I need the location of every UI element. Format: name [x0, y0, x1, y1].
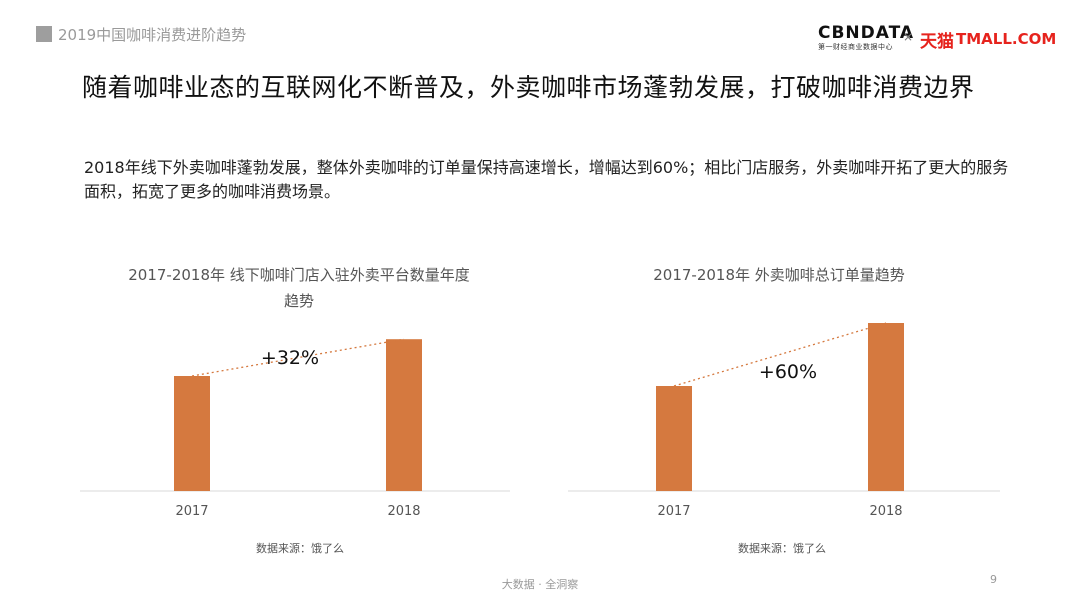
chart-1-tick-2018: 2018	[387, 504, 420, 519]
chart-2-bar-2017	[656, 386, 692, 491]
chart-1-growth-label: +32%	[261, 347, 319, 369]
chart-2-title: 2017-2018年 外卖咖啡总订单量趋势	[653, 266, 905, 284]
logo-separator: ×	[903, 30, 914, 44]
chart-2-tick-2018: 2018	[869, 504, 902, 519]
chart-2-tick-2017: 2017	[657, 504, 690, 519]
chart-1-bar-2017	[174, 376, 210, 491]
page-number: 9	[990, 573, 997, 586]
header-square-icon	[36, 26, 52, 42]
tmall-logo: 天猫 TMALL.COM	[920, 24, 1056, 54]
chart-1-trend-line	[191, 338, 405, 377]
summary-paragraph: 2018年线下外卖咖啡蓬勃发展，整体外卖咖啡的订单量保持高速增长，增幅达到60%…	[84, 158, 1009, 201]
chart-1-title: 2017-2018年 线下咖啡门店入驻外卖平台数量年度趋势	[128, 266, 470, 310]
chart-2-growth-label: +60%	[759, 361, 817, 383]
slide-headline: 随着咖啡业态的互联网化不断普及，外卖咖啡市场蓬勃发展，打破咖啡消费边界	[82, 73, 975, 102]
chart-2-source: 数据来源：饿了么	[738, 542, 826, 555]
tmall-logo-en: TMALL.COM	[956, 30, 1057, 48]
cbndata-logo-subtext: 第一财经商业数据中心	[818, 43, 893, 51]
chart-1-source: 数据来源：饿了么	[256, 542, 344, 555]
chart-1-tick-2017: 2017	[175, 504, 208, 519]
chart-2-bar-2018	[868, 323, 904, 491]
tmall-logo-cn: 天猫	[920, 31, 954, 52]
chart-1-bar-2018	[386, 339, 422, 491]
report-title: 2019中国咖啡消费进阶趋势	[58, 26, 247, 44]
cbndata-logo-text: CBNDATA	[818, 23, 915, 43]
cbndata-logo: CBNDATA 第一财经商业数据中心	[818, 24, 914, 54]
footer-tagline: 大数据 · 全洞察	[501, 578, 579, 591]
chart-2-trend-line	[673, 322, 887, 387]
